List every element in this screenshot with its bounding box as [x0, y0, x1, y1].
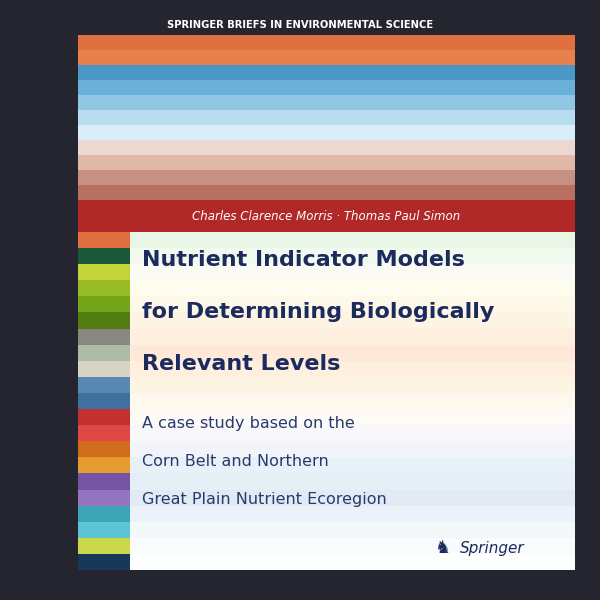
Text: Nutrient Indicator Models: Nutrient Indicator Models: [142, 250, 465, 270]
Bar: [78, 232, 130, 248]
Bar: [78, 95, 575, 110]
Bar: [78, 65, 575, 80]
Bar: [78, 506, 130, 522]
Text: Relevant Levels: Relevant Levels: [142, 354, 340, 374]
Text: SPRINGER BRIEFS IN ENVIRONMENTAL SCIENCE: SPRINGER BRIEFS IN ENVIRONMENTAL SCIENCE: [167, 20, 433, 30]
Bar: [78, 296, 130, 313]
Bar: [78, 155, 575, 170]
Bar: [130, 409, 575, 425]
Bar: [78, 140, 575, 155]
Bar: [78, 441, 130, 457]
Bar: [78, 313, 130, 329]
Bar: [78, 200, 575, 232]
Bar: [78, 538, 130, 554]
Bar: [130, 329, 575, 344]
Bar: [130, 457, 575, 473]
Bar: [130, 393, 575, 409]
Text: Great Plain Nutrient Ecoregion: Great Plain Nutrient Ecoregion: [142, 492, 387, 507]
Text: ♞: ♞: [434, 539, 450, 557]
Bar: [78, 50, 575, 65]
Text: Charles Clarence Morris · Thomas Paul Simon: Charles Clarence Morris · Thomas Paul Si…: [193, 209, 461, 223]
Bar: [78, 329, 130, 344]
Bar: [78, 35, 575, 570]
Bar: [78, 264, 130, 280]
Bar: [78, 280, 130, 296]
Bar: [78, 490, 130, 506]
Text: Springer: Springer: [460, 541, 524, 556]
Bar: [130, 296, 575, 313]
Bar: [78, 554, 130, 570]
Bar: [78, 522, 130, 538]
Bar: [130, 344, 575, 361]
Bar: [78, 344, 130, 361]
Bar: [130, 554, 575, 570]
Bar: [78, 35, 575, 50]
Bar: [130, 522, 575, 538]
Bar: [78, 409, 130, 425]
Text: A case study based on the: A case study based on the: [142, 416, 355, 431]
Bar: [130, 313, 575, 329]
Bar: [78, 473, 130, 490]
Bar: [130, 425, 575, 441]
Bar: [130, 538, 575, 554]
Bar: [78, 185, 575, 200]
Bar: [130, 506, 575, 522]
Bar: [130, 377, 575, 393]
Bar: [130, 248, 575, 264]
Bar: [130, 441, 575, 457]
Bar: [78, 425, 130, 441]
Bar: [130, 232, 575, 570]
Bar: [78, 170, 575, 185]
Bar: [130, 473, 575, 490]
Bar: [78, 248, 130, 264]
Bar: [130, 232, 575, 248]
Bar: [78, 377, 130, 393]
Bar: [78, 125, 575, 140]
Bar: [130, 264, 575, 280]
Bar: [78, 110, 575, 125]
Bar: [78, 393, 130, 409]
Text: Corn Belt and Northern: Corn Belt and Northern: [142, 454, 329, 469]
Bar: [78, 80, 575, 95]
Text: for Determining Biologically: for Determining Biologically: [142, 302, 494, 322]
Bar: [78, 457, 130, 473]
Bar: [130, 280, 575, 296]
Bar: [78, 361, 130, 377]
Bar: [130, 490, 575, 506]
Bar: [130, 361, 575, 377]
